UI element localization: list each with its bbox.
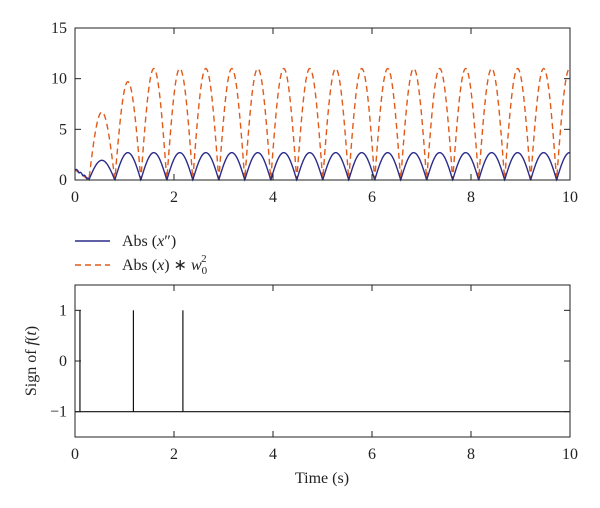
series-abs-x-double-prime — [74, 151, 571, 182]
bottom-series-lines — [75, 310, 570, 413]
bottom-y-axis-title: Sign of f(t) — [23, 326, 40, 396]
legend-label-abs-x-w0-squared: Abs (x) ∗ w02 — [122, 253, 208, 277]
bottom-x-tick-label: 0 — [71, 446, 79, 463]
bottom-ticks — [74, 285, 571, 437]
bottom-x-tick-label: 6 — [368, 446, 376, 463]
bottom-chart: 0 2 4 6 8 10 10−1 Time (s) Sign of f(t) — [23, 284, 578, 487]
top-ticks — [74, 27, 571, 181]
top-x-tick-labels: 0 2 4 6 8 10 — [71, 189, 578, 206]
bottom-x-tick-label: 4 — [269, 446, 277, 463]
top-x-tick-label: 10 — [562, 189, 578, 206]
top-y-tick-labels: 0 5 10 15 — [51, 20, 67, 189]
bottom-y-tick-label: 1 — [59, 302, 67, 319]
top-x-tick-label: 2 — [170, 189, 178, 206]
top-plot-frame — [74, 27, 571, 181]
legend-label-abs-x-double-prime: Abs (x″) — [122, 233, 176, 250]
bottom-y-tick-label: 0 — [59, 353, 67, 370]
bottom-y-tick-labels: 1 0 −1 — [50, 302, 67, 420]
top-y-tick-label: 15 — [51, 20, 67, 37]
bottom-x-tick-labels: 0 2 4 6 8 10 — [71, 446, 578, 463]
legend: Abs (x″) Abs (x) ∗ w02 — [75, 233, 208, 277]
top-y-tick-label: 0 — [59, 172, 67, 189]
top-x-tick-label: 4 — [269, 189, 277, 206]
top-series-lines — [74, 67, 571, 182]
bottom-plot-frame — [74, 284, 571, 438]
bottom-x-tick-label: 10 — [562, 446, 578, 463]
top-x-tick-label: 0 — [71, 189, 79, 206]
bottom-x-tick-label: 2 — [170, 446, 178, 463]
top-x-tick-label: 8 — [467, 189, 475, 206]
top-chart: 0 2 4 6 8 10 0 5 10 15 — [51, 20, 578, 206]
series-abs-x-w0-squared — [74, 67, 571, 182]
top-x-tick-label: 6 — [368, 189, 376, 206]
bottom-x-tick-label: 8 — [467, 446, 475, 463]
top-y-tick-label: 5 — [59, 121, 67, 138]
bottom-y-tick-label: −1 — [50, 404, 67, 421]
bottom-x-axis-title: Time (s) — [295, 470, 349, 487]
top-y-tick-label: 10 — [51, 71, 67, 88]
